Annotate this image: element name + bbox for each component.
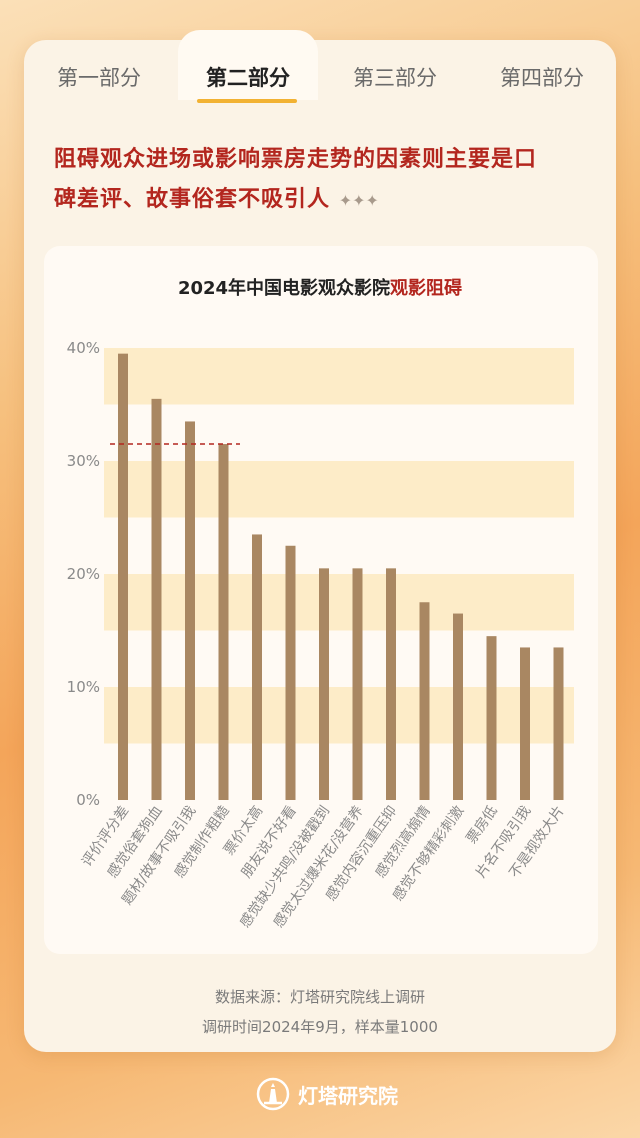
grid-band [104, 461, 574, 518]
grid-band [104, 348, 574, 405]
lighthouse-logo-icon [256, 1077, 290, 1111]
bar [118, 353, 128, 800]
grid-band [104, 687, 574, 744]
tab-part-3[interactable]: 第三部分 [353, 66, 437, 90]
y-tick-label: 30% [67, 452, 100, 470]
bar [151, 398, 162, 800]
bar [218, 444, 229, 800]
y-tick-label: 40% [67, 339, 100, 357]
sparkle-icon: ✦✦✦ [338, 191, 379, 210]
survey-info: 调研时间2024年9月，样本量1000 [202, 1018, 438, 1036]
bar [185, 421, 195, 800]
chart-title-prefix: 2024年中国电影观众影院 [177, 278, 391, 299]
bar [486, 636, 497, 800]
y-tick-label: 20% [67, 565, 100, 583]
headline-line-2: 碑差评、故事俗套不吸引人 [54, 187, 331, 212]
active-tab-background [178, 30, 318, 100]
bar [419, 602, 430, 800]
tab-part-1[interactable]: 第一部分 [57, 66, 141, 90]
bar [252, 534, 262, 800]
chart-title: 2024年中国电影观众影院观影阻碍 [0, 274, 640, 300]
bar [386, 568, 396, 800]
headline: 阻碍观众进场或影响票房走势的因素则主要是口 碑差评、故事俗套不吸引人 ✦✦✦ [54, 140, 599, 221]
y-tick-label: 10% [67, 678, 100, 696]
headline-line-1: 阻碍观众进场或影响票房走势的因素则主要是口 [54, 147, 538, 172]
y-tick-label: 0% [76, 791, 100, 809]
tab-part-2[interactable]: 第二部分 [206, 66, 290, 90]
brand: 灯塔研究院 [256, 1074, 398, 1114]
bar [520, 647, 530, 800]
bar [319, 568, 329, 800]
bar [352, 568, 363, 800]
bar [453, 613, 463, 800]
active-tab-indicator [197, 99, 297, 103]
bar [553, 647, 564, 800]
brand-name: 灯塔研究院 [298, 1083, 398, 1108]
data-source: 数据来源：灯塔研究院线上调研 [214, 988, 425, 1006]
grid-band [104, 574, 574, 631]
tab-part-4[interactable]: 第四部分 [500, 66, 584, 90]
section-tabs: 第一部分 第二部分 第三部分 第四部分 [0, 62, 640, 106]
chart-title-highlight: 观影阻碍 [390, 278, 463, 299]
bar [285, 545, 296, 800]
